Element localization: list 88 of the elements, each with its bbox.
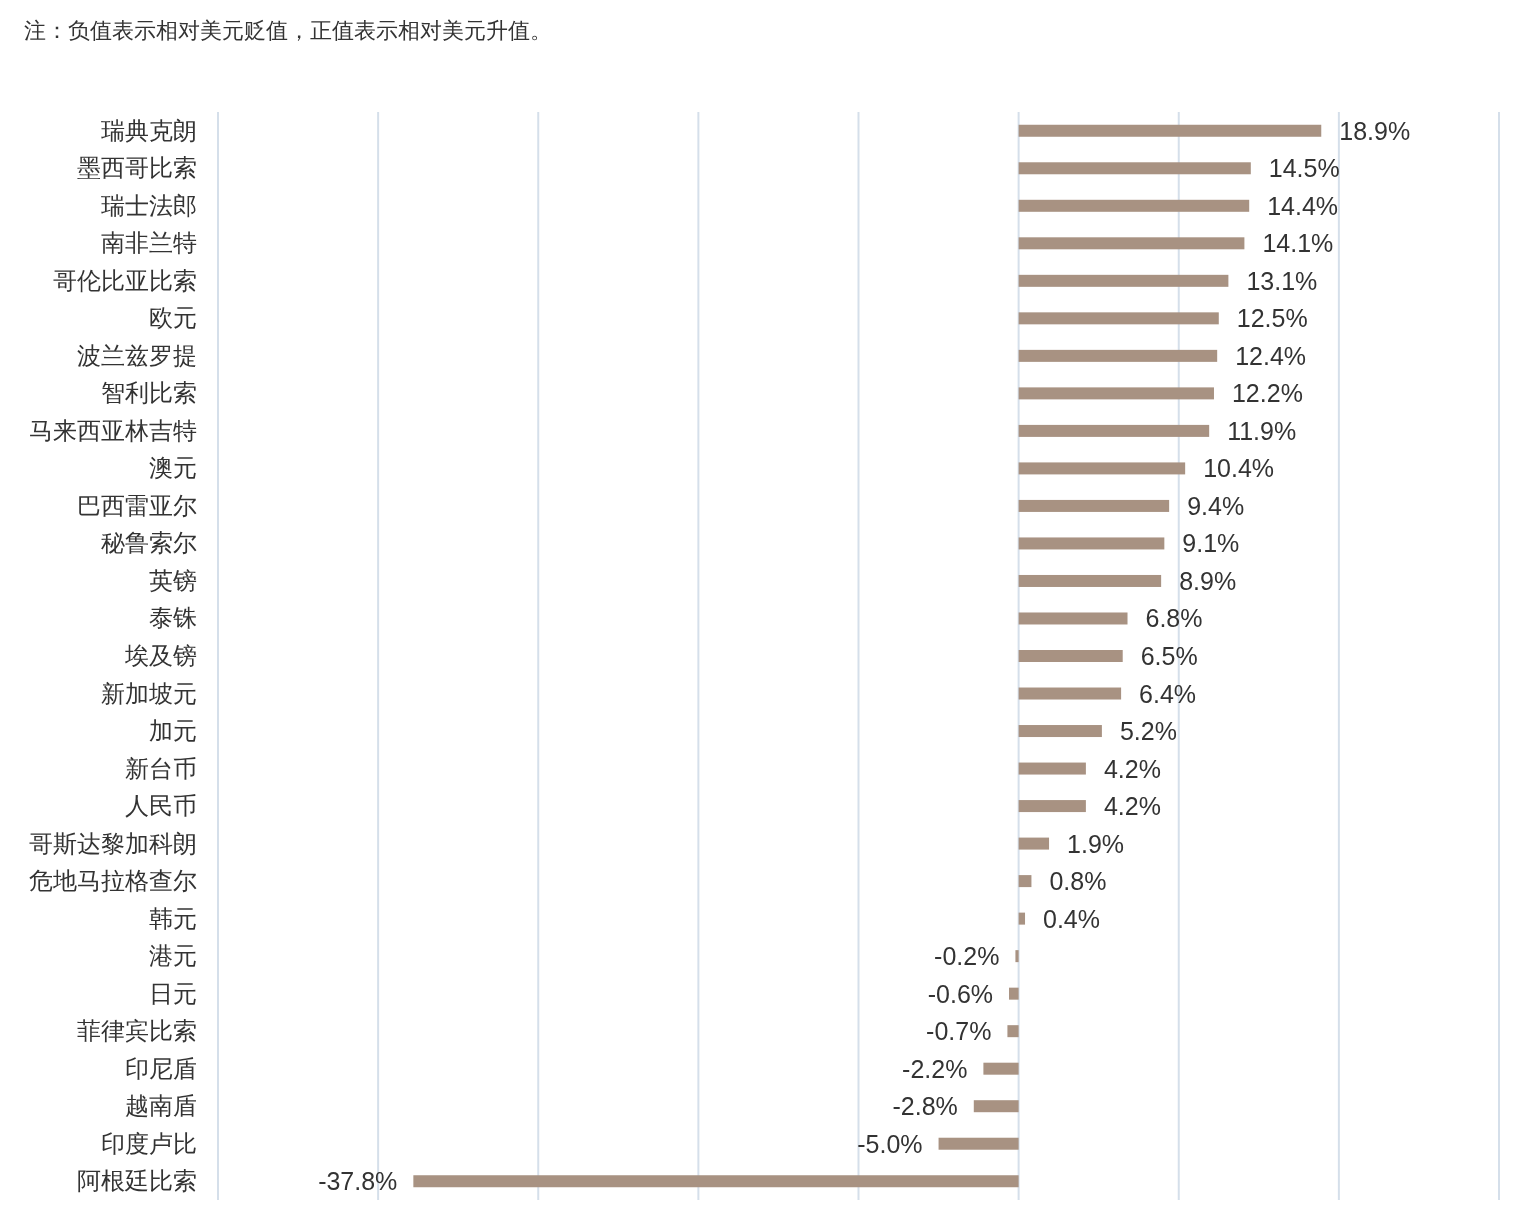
bar [1018,424,1210,437]
y-tick-label: 新加坡元 [101,679,197,707]
bar [938,1137,1019,1150]
y-tick-label: 秘鲁索尔 [101,529,197,557]
data-label: 14.5% [1268,154,1340,183]
bar [1018,462,1186,475]
y-tick-label: 港元 [149,942,197,970]
y-tick-label: 墨西哥比索 [77,154,197,182]
bar [1018,574,1162,587]
bar [1018,499,1170,512]
bar [1018,725,1102,738]
data-label: 6.5% [1140,642,1198,670]
data-label: 18.9% [1339,116,1411,145]
y-tick-label: 人民币 [125,792,197,820]
y-tick-label: 澳元 [149,454,197,482]
y-tick-label: 英镑 [149,566,197,594]
y-tick-label: 马来西亚林吉特 [29,416,197,444]
y-tick-label: 菲律宾比索 [77,1017,197,1045]
data-label: 10.4% [1203,454,1275,483]
y-tick-label: 巴西雷亚尔 [77,491,197,519]
y-tick-label: 泰铢 [149,604,197,632]
bar [1018,124,1322,137]
y-tick-label: 埃及镑 [124,642,197,669]
data-label: 9.1% [1182,529,1240,558]
data-label: 0.4% [1043,904,1101,933]
y-tick-label: 印度卢比 [101,1129,197,1157]
data-label: 5.2% [1119,717,1177,746]
data-label: 4.2% [1103,792,1161,821]
bar [413,1175,1019,1188]
data-label: -37.8% [318,1167,398,1196]
bar [1018,875,1032,888]
y-tick-label: 危地马拉格查尔 [29,867,197,895]
bar [1018,650,1123,662]
data-label: 12.4% [1235,341,1307,370]
data-label: 4.2% [1103,754,1161,783]
data-label: 12.5% [1236,304,1308,333]
y-tick-label: 智利比索 [101,379,197,407]
data-label: 12.2% [1231,379,1303,408]
y-tick-label: 哥斯达黎加科朗 [29,829,197,857]
bar [983,1062,1019,1075]
y-tick-label: 瑞士法郎 [101,191,197,219]
bar [1018,687,1122,700]
bar [1018,237,1245,250]
bar [1015,950,1019,963]
data-label: 6.8% [1145,604,1203,633]
data-label: 1.9% [1067,829,1125,858]
data-label: 9.4% [1187,491,1245,520]
y-tick-label: 韩元 [149,904,197,932]
data-label: 14.4% [1267,191,1339,220]
y-tick-label: 加元 [149,717,197,745]
bar [1018,312,1219,325]
data-label: -0.7% [926,1017,992,1046]
data-label: -0.6% [927,979,994,1008]
bar [1018,387,1214,400]
y-tick-label: 日元 [149,979,197,1007]
data-label: -2.2% [902,1054,968,1083]
bar [1018,837,1050,850]
y-tick-label: 瑞典克朗 [101,116,197,144]
bar [1007,1025,1019,1038]
data-label: 0.8% [1049,867,1107,896]
bar [1018,162,1251,175]
bar [1018,537,1165,550]
bar [1018,800,1086,813]
data-label: 8.9% [1179,566,1237,595]
bar [973,1100,1019,1113]
data-label: 6.4% [1139,679,1197,708]
y-tick-label: 越南盾 [125,1092,197,1120]
bar [1018,199,1250,212]
data-label: 14.1% [1262,229,1334,258]
text: 注：负值表示相对美元贬值，正值表示相对美元升值。 [24,18,552,43]
bar [1018,612,1128,625]
data-label: 11.9% [1227,416,1297,445]
y-tick-label: 印尼盾 [125,1054,197,1082]
data-label: -2.8% [892,1092,958,1121]
data-label: -5.0% [857,1129,923,1158]
y-tick-label: 阿根廷比索 [77,1167,197,1195]
bar [1018,274,1229,287]
y-tick-label: 哥伦比亚比索 [53,266,197,294]
y-tick-label: 波兰兹罗提 [77,341,197,369]
bar [1009,987,1019,1000]
y-tick-label: 欧元 [149,304,197,332]
data-label: 13.1% [1246,266,1318,295]
bar [1018,912,1026,925]
y-tick-label: 新台币 [125,754,197,782]
y-tick-label: 南非兰特 [101,229,197,257]
bar [1018,349,1218,362]
bar [1018,762,1086,775]
data-label: -0.2% [934,942,1000,971]
